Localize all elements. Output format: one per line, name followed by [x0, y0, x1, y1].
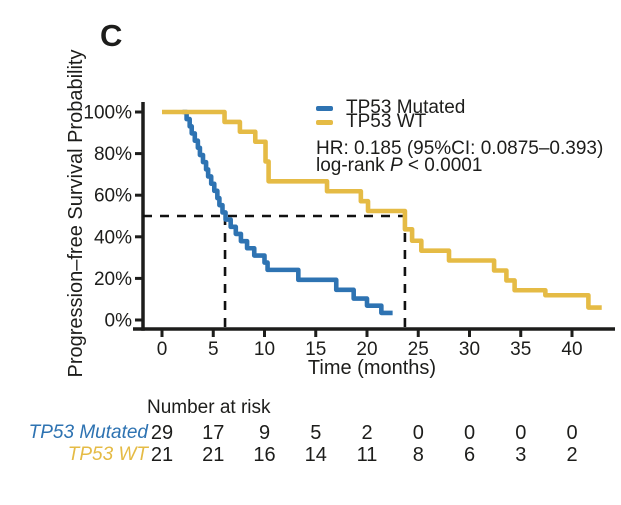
at-risk-value: 21: [202, 444, 224, 466]
at-risk-value: 9: [259, 422, 270, 444]
y-tick-label: 0%: [105, 311, 133, 332]
logrank-text: log-rank P < 0.0001: [316, 156, 482, 175]
p-value: < 0.0001: [407, 155, 483, 176]
x-tick-label: 25: [408, 339, 429, 360]
p-symbol: P: [389, 155, 403, 176]
y-tick-label: 20%: [94, 269, 132, 290]
at-risk-value: 0: [515, 422, 526, 444]
x-tick-label: 35: [510, 339, 531, 360]
at-risk-value: 2: [361, 422, 372, 444]
at-risk-value: 16: [253, 444, 275, 466]
risk-row-label-wt: TP53 WT: [67, 444, 148, 465]
x-tick-label: 40: [561, 339, 582, 360]
at-risk-value: 2: [566, 444, 577, 466]
x-axis-title: Time (months): [307, 357, 437, 379]
legend-item-tp53-wt: TP53 WT: [316, 112, 426, 132]
risk-table-header: Number at risk: [147, 397, 271, 418]
logrank-prefix: log-rank: [316, 155, 385, 176]
at-risk-value: 0: [566, 422, 577, 444]
legend-swatch-mutated-icon: [316, 105, 333, 111]
x-tick-label: 10: [254, 339, 275, 360]
x-tick-label: 20: [356, 339, 377, 360]
y-tick-label: 100%: [83, 103, 132, 124]
x-tick-label: 15: [305, 339, 326, 360]
at-risk-value: 8: [413, 444, 424, 466]
at-risk-value: 0: [413, 422, 424, 444]
at-risk-value: 11: [357, 444, 378, 466]
legend-swatch-wt-icon: [316, 119, 333, 125]
at-risk-value: 14: [305, 444, 327, 466]
x-tick-label: 30: [459, 339, 480, 360]
survival-curve-tp53-mutated: [182, 109, 393, 316]
legend-label-wt: TP53 WT: [346, 111, 427, 132]
at-risk-value: 21: [151, 444, 173, 466]
y-tick-label: 60%: [94, 186, 132, 207]
y-tick-label: 80%: [94, 144, 132, 165]
at-risk-value: 6: [464, 444, 475, 466]
at-risk-value: 0: [464, 422, 475, 444]
hazard-ratio-text: HR: 0.185 (95%CI: 0.0875–0.393): [316, 138, 604, 159]
legend-item-tp53-mutated: TP53 Mutated: [316, 98, 465, 118]
risk-row-label-mutated: TP53 Mutated: [28, 422, 148, 443]
x-tick-label: 5: [208, 339, 219, 360]
panel-label: C: [100, 18, 123, 53]
at-risk-value: 3: [515, 444, 526, 466]
at-risk-value: 5: [310, 422, 321, 444]
survival-curve-tp53-wt: [162, 109, 602, 310]
legend-label-mutated: TP53 Mutated: [346, 97, 466, 118]
at-risk-value: 29: [151, 422, 173, 444]
y-tick-label: 40%: [94, 227, 132, 248]
at-risk-value: 17: [202, 422, 224, 444]
y-axis-title: Progression–free Survival Probability: [65, 49, 87, 378]
x-tick-label: 0: [157, 339, 168, 360]
